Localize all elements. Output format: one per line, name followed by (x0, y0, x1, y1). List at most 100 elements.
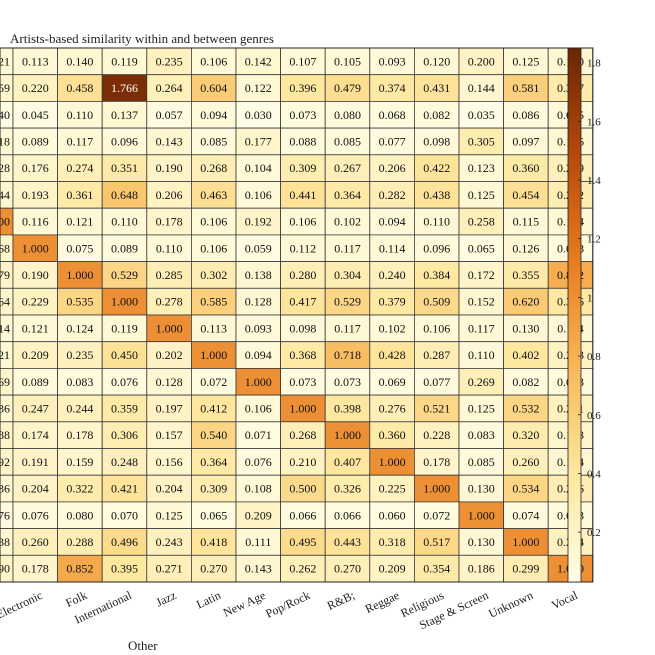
cell-label: 0.093 (379, 54, 406, 68)
cell-label: 0.309 (200, 482, 227, 496)
cell-label: 0.309 (289, 161, 316, 175)
heatmap-cell (324, 127, 371, 156)
cell-label: 00 (0, 215, 10, 229)
cell-label: 0.200 (468, 54, 495, 68)
heatmap-cell (146, 501, 192, 529)
heatmap-cell (458, 261, 504, 289)
heatmap-cell (413, 501, 460, 529)
cell-label: 0.260 (512, 455, 539, 469)
heatmap-cell (369, 207, 415, 236)
cell-label: 0.718 (334, 348, 361, 362)
cell-label: 0.089 (111, 241, 138, 255)
colorbar-gradient (567, 47, 582, 583)
cell-label: 0.302 (200, 268, 227, 282)
cell-label: 0.496 (111, 535, 138, 549)
heatmap-cell (12, 47, 58, 76)
cell-label: 0.102 (334, 215, 361, 229)
x-tick-label: Folk (63, 588, 89, 610)
cell-label: 0.086 (512, 108, 539, 122)
cell-label: 90 (0, 562, 10, 576)
cell-label: 0.157 (156, 428, 183, 442)
cell-label: 0.110 (156, 241, 183, 255)
heatmap-cell (324, 261, 371, 289)
cell-label: 0.116 (22, 215, 49, 229)
cell-label: 0.065 (200, 508, 227, 522)
cell-label: 0.204 (22, 482, 49, 496)
heatmap-cell (458, 101, 504, 129)
x-tick-label: Latin (194, 588, 223, 611)
cell-label: 0.097 (512, 134, 539, 148)
x-tick-label: Pop/Rock (263, 588, 312, 621)
cell-label: 0.065 (468, 241, 495, 255)
cell-label: 0.076 (111, 375, 138, 389)
colorbar-tick-label: 1 (587, 292, 593, 304)
colorbar-tick-label: 1.8 (587, 58, 601, 70)
heatmap-cell (57, 528, 103, 556)
heatmap-cell (12, 261, 58, 289)
heatmap-cell (57, 101, 103, 129)
cell-label: 0.098 (423, 134, 450, 148)
cell-label: 0.402 (512, 348, 539, 362)
cell-label: 0.077 (423, 375, 450, 389)
cell-label: 0.178 (156, 215, 183, 229)
heatmap-cell (503, 207, 549, 236)
heatmap-cell (280, 127, 326, 156)
cell-label: 0.057 (156, 108, 183, 122)
heatmap-cell (413, 47, 460, 76)
cell-label: 0.119 (111, 54, 138, 68)
cell-label: 1.000 (379, 455, 406, 469)
cell-label: 0.247 (22, 401, 49, 415)
cell-label: 0.517 (423, 535, 450, 549)
heatmap-cell (413, 287, 460, 316)
cell-label: 0.395 (111, 562, 138, 576)
heatmap-cell (57, 234, 103, 262)
heatmap-cell (324, 474, 371, 503)
cell-label: 1.000 (245, 375, 272, 389)
cell-label: 36 (0, 482, 10, 496)
cell-label: 1.000 (66, 268, 93, 282)
cell-label: 0.209 (379, 562, 406, 576)
cell-label: 0.114 (379, 241, 406, 255)
colorbar-tick-label: 0.2 (587, 527, 601, 539)
heatmap-cell (12, 341, 58, 369)
heatmap-cell (413, 181, 460, 209)
heatmap-cell (146, 261, 192, 289)
heatmap-cell (235, 367, 281, 396)
cell-label: 0.270 (334, 562, 361, 576)
heatmap-cell (235, 287, 281, 316)
cell-label: 0.102 (379, 321, 406, 335)
cell-label: 1.766 (111, 81, 138, 95)
heatmap-cell (458, 554, 504, 583)
cell-label: 1.000 (200, 348, 227, 362)
heatmap-cell (369, 154, 415, 182)
cell-label: 0.202 (156, 348, 183, 362)
cell-label: 0.080 (334, 108, 361, 122)
cell-label: 36 (0, 401, 10, 415)
heatmap-cell (101, 528, 148, 556)
cell-label: 0.068 (379, 108, 406, 122)
cell-label: 0.140 (66, 54, 93, 68)
cell-label: 0.192 (245, 215, 272, 229)
cell-label: 0.117 (334, 321, 361, 335)
cell-label: 0.262 (289, 562, 316, 576)
cell-label: 0.535 (66, 295, 93, 309)
cell-label: 44 (0, 188, 10, 202)
cell-label: 1.000 (111, 295, 138, 309)
cell-label: 0.418 (200, 535, 227, 549)
cell-label: 0.210 (289, 455, 316, 469)
cell-label: 0.852 (66, 562, 93, 576)
cell-label: 0.288 (66, 535, 93, 549)
cell-label: 0.260 (22, 535, 49, 549)
x-tick-label: R&B; (325, 588, 357, 613)
heatmap-cell (458, 421, 504, 449)
cell-label: 0.130 (468, 482, 495, 496)
heatmap-cell (12, 474, 58, 503)
cell-label: 0.243 (156, 535, 183, 549)
heatmap-cell (458, 127, 504, 156)
heatmap-cell (413, 234, 460, 262)
heatmap-cell (57, 154, 103, 182)
heatmap-cell (413, 341, 460, 369)
cell-label: 0.070 (111, 508, 138, 522)
cell-label: 0.509 (423, 295, 450, 309)
